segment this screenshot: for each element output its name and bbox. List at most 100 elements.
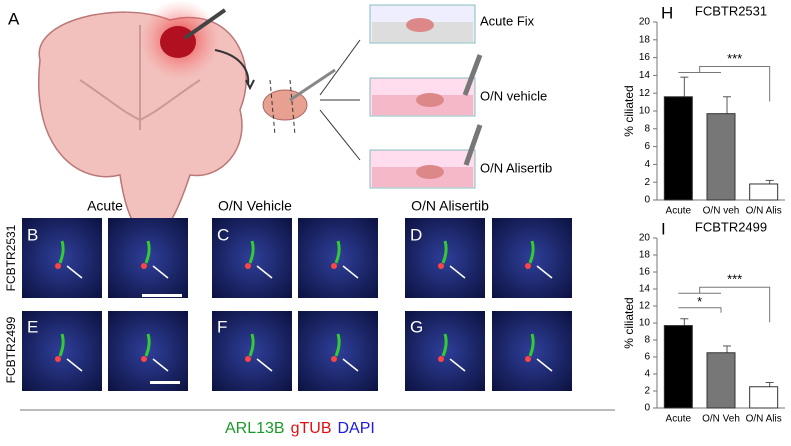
centrosome (245, 356, 251, 362)
y-tick-label: 8 (644, 335, 650, 346)
bar (663, 325, 693, 409)
arrow (66, 358, 83, 372)
panel-label: E (27, 317, 38, 336)
y-axis-label: % ciliated (622, 85, 636, 136)
arrow (536, 265, 553, 279)
y-tick-label: 14 (639, 284, 651, 295)
y-tick-label: 12 (639, 88, 651, 99)
y-tick-label: 18 (639, 250, 651, 261)
significance-bracket (678, 307, 722, 313)
y-tick-label: 4 (644, 159, 650, 170)
arrow (449, 265, 466, 279)
panel-label: H (661, 3, 673, 22)
x-tick-label: Acute (666, 206, 692, 217)
x-tick-label: O/N Veh (702, 414, 740, 425)
arrow (449, 358, 466, 372)
centrosome (331, 356, 337, 362)
significance-label: *** (727, 51, 742, 66)
stain-label: DAPI (338, 420, 375, 437)
centrosome (55, 356, 61, 362)
y-tick-label: 2 (644, 386, 650, 397)
y-tick-label: 20 (639, 233, 651, 244)
y-tick-label: 20 (639, 17, 651, 28)
y-tick-label: 10 (639, 318, 651, 329)
scale-bar (150, 381, 180, 384)
scale-bar (142, 294, 182, 297)
row-label: FCBTR2531 (4, 224, 18, 291)
y-tick-label: 6 (644, 141, 650, 152)
arrow (536, 358, 553, 372)
y-tick-label: 6 (644, 352, 650, 363)
chart-title: FCBTR2531 (695, 3, 767, 18)
x-tick-label: Acute (666, 414, 692, 425)
arrow (256, 265, 273, 279)
stain-label: gTUB (291, 420, 332, 437)
centrosome (525, 356, 531, 362)
x-tick-label: O/N veh (703, 206, 740, 217)
arrow (342, 358, 359, 372)
panel-label: G (410, 317, 423, 336)
x-tick-label: O/N Alis (746, 206, 782, 217)
panel-label: I (661, 219, 666, 238)
significance-bracket (678, 66, 771, 102)
cilium (58, 240, 65, 264)
panel-label: C (217, 225, 229, 244)
significance-bracket (678, 286, 771, 323)
stain-label: ARL13B (225, 420, 285, 437)
centrosome (141, 356, 147, 362)
y-tick-label: 18 (639, 34, 651, 45)
cilium (441, 333, 448, 357)
y-tick-label: 10 (639, 106, 651, 117)
cilium (58, 333, 65, 357)
cilium (334, 240, 341, 264)
significance-label: *** (727, 272, 742, 287)
centrosome (331, 263, 337, 269)
panel-label: F (217, 317, 227, 336)
bar (706, 352, 736, 409)
cilium (144, 333, 151, 357)
y-tick-label: 2 (644, 177, 650, 188)
significance-label: * (697, 294, 702, 309)
arrow (256, 358, 273, 372)
schematic (38, 0, 483, 236)
micrographs (22, 218, 572, 391)
panel-label: A (8, 9, 20, 28)
y-tick-label: 16 (639, 52, 651, 63)
centrosome (438, 356, 444, 362)
bar (706, 113, 736, 201)
y-tick-label: 8 (644, 123, 650, 134)
x-tick-label: O/N Alis (746, 414, 782, 425)
column-label: O/N Alisertib (411, 198, 489, 214)
centrosome (141, 263, 147, 269)
cilium (528, 333, 535, 357)
chart-title: FCBTR2499 (695, 219, 767, 234)
bar (663, 96, 693, 201)
cilium (528, 240, 535, 264)
panel-label: D (410, 225, 422, 244)
step-label: O/N Alisertib (480, 160, 552, 175)
column-label: Acute (87, 198, 123, 214)
arrow (342, 265, 359, 279)
step-label: O/N vehicle (480, 88, 547, 103)
centrosome (245, 263, 251, 269)
cilium (441, 240, 448, 264)
row-label: FCBTR2499 (4, 316, 18, 383)
y-tick-label: 16 (639, 267, 651, 278)
centrosome (55, 263, 61, 269)
arrow (152, 358, 169, 372)
cilium (144, 240, 151, 264)
y-tick-label: 12 (639, 301, 651, 312)
cilium (248, 240, 255, 264)
step-label: Acute Fix (480, 13, 535, 28)
panel-label: B (27, 225, 38, 244)
column-label: O/N Vehicle (218, 198, 292, 214)
y-tick-label: 14 (639, 70, 651, 81)
cilium (248, 333, 255, 357)
bar (749, 183, 779, 201)
bar (749, 386, 779, 409)
y-tick-label: 0 (644, 195, 650, 206)
cilium (334, 333, 341, 357)
y-tick-label: 0 (644, 403, 650, 414)
centrosome (438, 263, 444, 269)
